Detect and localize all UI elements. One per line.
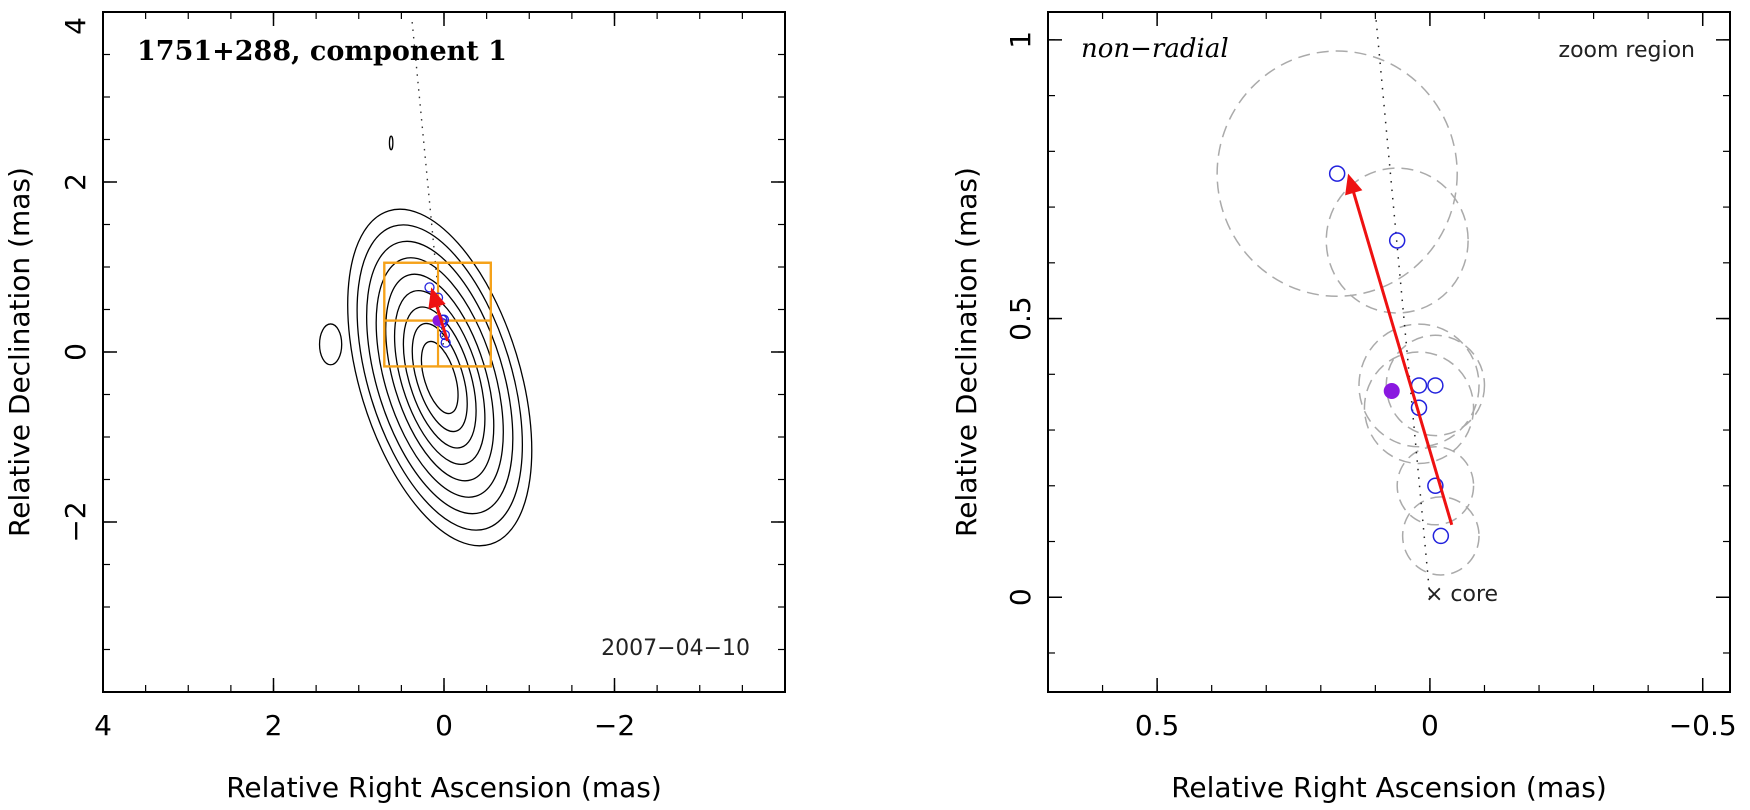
error-circle xyxy=(1325,167,1469,314)
left-x-tick-label: 0 xyxy=(435,709,453,742)
right-y-tick-label: 1 xyxy=(1004,31,1037,49)
right-x-tick-label: 0 xyxy=(1421,709,1439,742)
right-x-tick-label: −0.5 xyxy=(1669,709,1737,742)
right-plot-frame xyxy=(1047,11,1731,693)
left-x-tick-label: −2 xyxy=(594,709,635,742)
ridge-line xyxy=(1374,11,1431,598)
contour-level xyxy=(366,240,514,515)
component-position xyxy=(1427,477,1444,495)
left-y-tick-label: 2 xyxy=(59,173,92,191)
right-panel: 0.5 0 −0.5 1 0.5 0 non−radial zoom region × c… xyxy=(950,11,1737,804)
component-position xyxy=(1432,527,1450,545)
component-position xyxy=(1410,377,1428,394)
contour-level xyxy=(347,208,533,547)
error-circle xyxy=(1401,496,1480,576)
left-y-axis-title: Relative Declination (mas) xyxy=(3,167,36,537)
motion-arrow-shaft xyxy=(434,304,449,342)
left-y-tick-label: −2 xyxy=(59,501,92,542)
contour-level xyxy=(375,257,504,498)
motion-arrow-head xyxy=(1345,173,1363,196)
contour-level xyxy=(420,340,459,415)
core-label: × core xyxy=(1425,582,1498,607)
contour-level xyxy=(356,224,524,531)
left-x-tick-label: 4 xyxy=(94,709,112,742)
component-position xyxy=(1328,165,1346,182)
motion-arrow-head xyxy=(428,287,446,310)
contour-level xyxy=(393,289,486,466)
left-x-axis-title: Relative Right Ascension (mas) xyxy=(226,771,662,804)
component-position xyxy=(1427,377,1444,394)
right-x-tick-label: 0.5 xyxy=(1135,709,1180,742)
error-circle xyxy=(1358,323,1480,448)
right-y-axis-title: Relative Declination (mas) xyxy=(950,167,983,537)
error-circle xyxy=(1363,351,1475,465)
right-plot-area xyxy=(1216,11,1486,598)
contour-island xyxy=(388,135,394,151)
right-x-axis-title: Relative Right Ascension (mas) xyxy=(1171,771,1607,804)
left-panel: 4 2 0 −2 2 0 −2 4 1751+288, component 1 2007−04… xyxy=(3,11,786,804)
left-plot-area xyxy=(318,16,533,547)
right-corner-label: zoom region xyxy=(1559,38,1695,63)
motion-arrow-shaft xyxy=(1351,190,1454,526)
error-circle xyxy=(1216,50,1458,298)
left-y-tick-label: 4 xyxy=(59,17,92,35)
left-title: 1751+288, component 1 xyxy=(137,36,507,67)
contour-island xyxy=(318,323,343,366)
left-y-tick-label: 0 xyxy=(59,343,92,361)
component-position xyxy=(424,282,435,293)
contour-level xyxy=(385,273,495,482)
right-y-tick-label: 0 xyxy=(1004,588,1037,606)
contour-level xyxy=(402,306,477,449)
left-ticks: 4 2 0 −2 2 0 −2 4 xyxy=(59,12,785,742)
component-position xyxy=(1388,232,1406,249)
error-circle xyxy=(1396,446,1475,526)
right-title: non−radial xyxy=(1081,34,1229,64)
left-x-tick-label: 2 xyxy=(265,709,283,742)
right-y-tick-label: 0.5 xyxy=(1004,296,1037,341)
mean-position xyxy=(1383,383,1400,400)
left-date-label: 2007−04−10 xyxy=(601,636,750,661)
contour-level xyxy=(411,322,468,433)
right-ticks: 0.5 0 −0.5 1 0.5 0 xyxy=(1004,12,1737,742)
